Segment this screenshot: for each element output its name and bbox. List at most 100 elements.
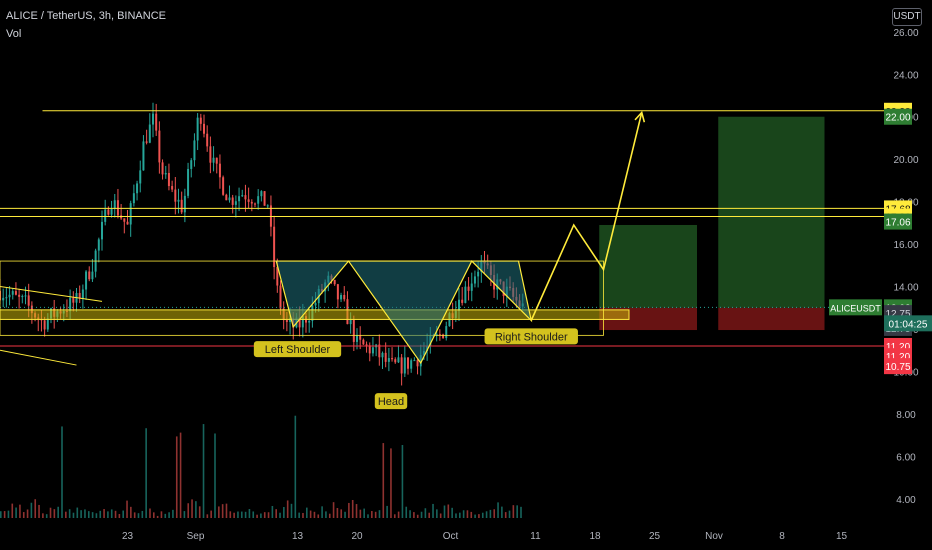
candle-body — [107, 209, 110, 215]
candle-body — [279, 285, 282, 309]
candle-body — [416, 360, 419, 367]
volume-bar — [424, 508, 427, 518]
volume-bar — [130, 506, 132, 518]
volume-bar — [91, 512, 94, 518]
candle-body — [378, 344, 381, 358]
pattern-drawings — [0, 110, 884, 366]
candle-body — [129, 203, 132, 225]
candle-body — [285, 320, 288, 322]
volume-bar — [497, 502, 499, 518]
candle-body — [167, 173, 170, 187]
candle-body — [196, 117, 199, 141]
volume-bar — [489, 509, 492, 518]
volume-bar — [45, 514, 48, 518]
candle-body — [356, 335, 358, 342]
volume-bar — [328, 513, 331, 518]
candle-body — [289, 318, 292, 322]
candle-body — [110, 208, 113, 215]
candle-body — [78, 292, 81, 299]
candle-body — [247, 199, 250, 202]
candle-body — [69, 297, 72, 312]
currency-button[interactable]: USDT — [892, 8, 922, 26]
candle-body — [164, 173, 167, 175]
candle-body — [371, 347, 374, 354]
volume-bar — [34, 499, 37, 518]
candle-body — [228, 197, 231, 201]
volume-bar — [42, 513, 44, 518]
candle-body — [473, 276, 476, 284]
candle-body — [18, 294, 21, 297]
candle-body — [225, 194, 228, 201]
volume-bar — [95, 513, 98, 518]
candle-body — [394, 359, 397, 363]
volume-bar — [260, 513, 262, 518]
volume-bar — [371, 511, 373, 518]
volume-bar — [175, 436, 178, 518]
left-shoulder-label-box — [253, 341, 342, 358]
volume-indicator-label[interactable]: Vol — [6, 28, 22, 40]
volume-bar — [466, 510, 469, 518]
volume-bar — [302, 512, 304, 518]
volume-bar — [428, 512, 430, 518]
target-zone-1 — [599, 224, 697, 308]
candle-body — [72, 297, 75, 303]
volume-bar — [390, 448, 392, 518]
x-tick-label: 11 — [530, 531, 541, 542]
time-axis[interactable]: 23 Sep 13 20 Oct 11 18 25 Nov 8 15 — [122, 531, 848, 542]
volume-bar — [325, 511, 327, 518]
y-tick-label: 24.00 — [893, 70, 918, 81]
candle-body — [81, 289, 84, 299]
candle-body — [266, 205, 269, 207]
volume-bar — [416, 514, 419, 518]
x-tick-label: 23 — [122, 531, 134, 542]
volume-bar — [122, 510, 124, 518]
candle-body — [177, 199, 180, 202]
candle-body — [183, 195, 186, 213]
volume-bar — [344, 511, 346, 518]
volume-bar — [187, 503, 190, 518]
candle-body — [206, 133, 209, 147]
head-and-shoulders-pattern — [275, 260, 533, 365]
head-label-box — [374, 393, 408, 410]
candle-body — [187, 168, 190, 196]
volume-bar — [237, 511, 239, 518]
candle-body — [254, 203, 256, 205]
volume-bar — [374, 511, 377, 518]
x-tick-label: Oct — [443, 531, 459, 542]
volume-bar — [240, 511, 243, 518]
volume-bar — [363, 508, 365, 518]
volume-bar — [137, 513, 140, 518]
candle-body — [260, 191, 263, 197]
volume-bar — [447, 504, 450, 518]
candle-body — [470, 283, 473, 291]
price-axis[interactable]: 26.0024.0022.0020.0018.0016.0014.0012.00… — [893, 28, 918, 506]
price-tag-value: 22.00 — [885, 113, 910, 124]
candle-body — [397, 357, 400, 363]
price-tag: 10.75 — [884, 358, 912, 375]
volume-bar — [382, 443, 385, 518]
volume-bar — [455, 513, 457, 518]
volume-bar — [3, 511, 6, 518]
y-tick-label: 4.00 — [896, 495, 916, 506]
volume-bar — [420, 511, 423, 518]
volume-bar — [15, 507, 17, 518]
volume-bar — [436, 509, 438, 518]
candle-body — [145, 141, 148, 143]
volume-bar — [221, 504, 224, 518]
candle-body — [336, 284, 339, 300]
candle-body — [222, 177, 225, 195]
candle-body — [152, 113, 154, 125]
volume-bar — [22, 512, 25, 518]
volume-bar — [53, 509, 56, 518]
candle-body — [171, 186, 174, 190]
volume-bar — [168, 512, 170, 518]
candle-body — [381, 352, 384, 358]
volume-bar — [80, 510, 82, 518]
volume-bar — [470, 511, 473, 518]
volume-bar — [516, 505, 518, 518]
volume-bar — [351, 499, 354, 518]
candle-body — [263, 191, 266, 206]
x-tick-label: Sep — [187, 531, 205, 542]
candle-body — [442, 334, 445, 338]
